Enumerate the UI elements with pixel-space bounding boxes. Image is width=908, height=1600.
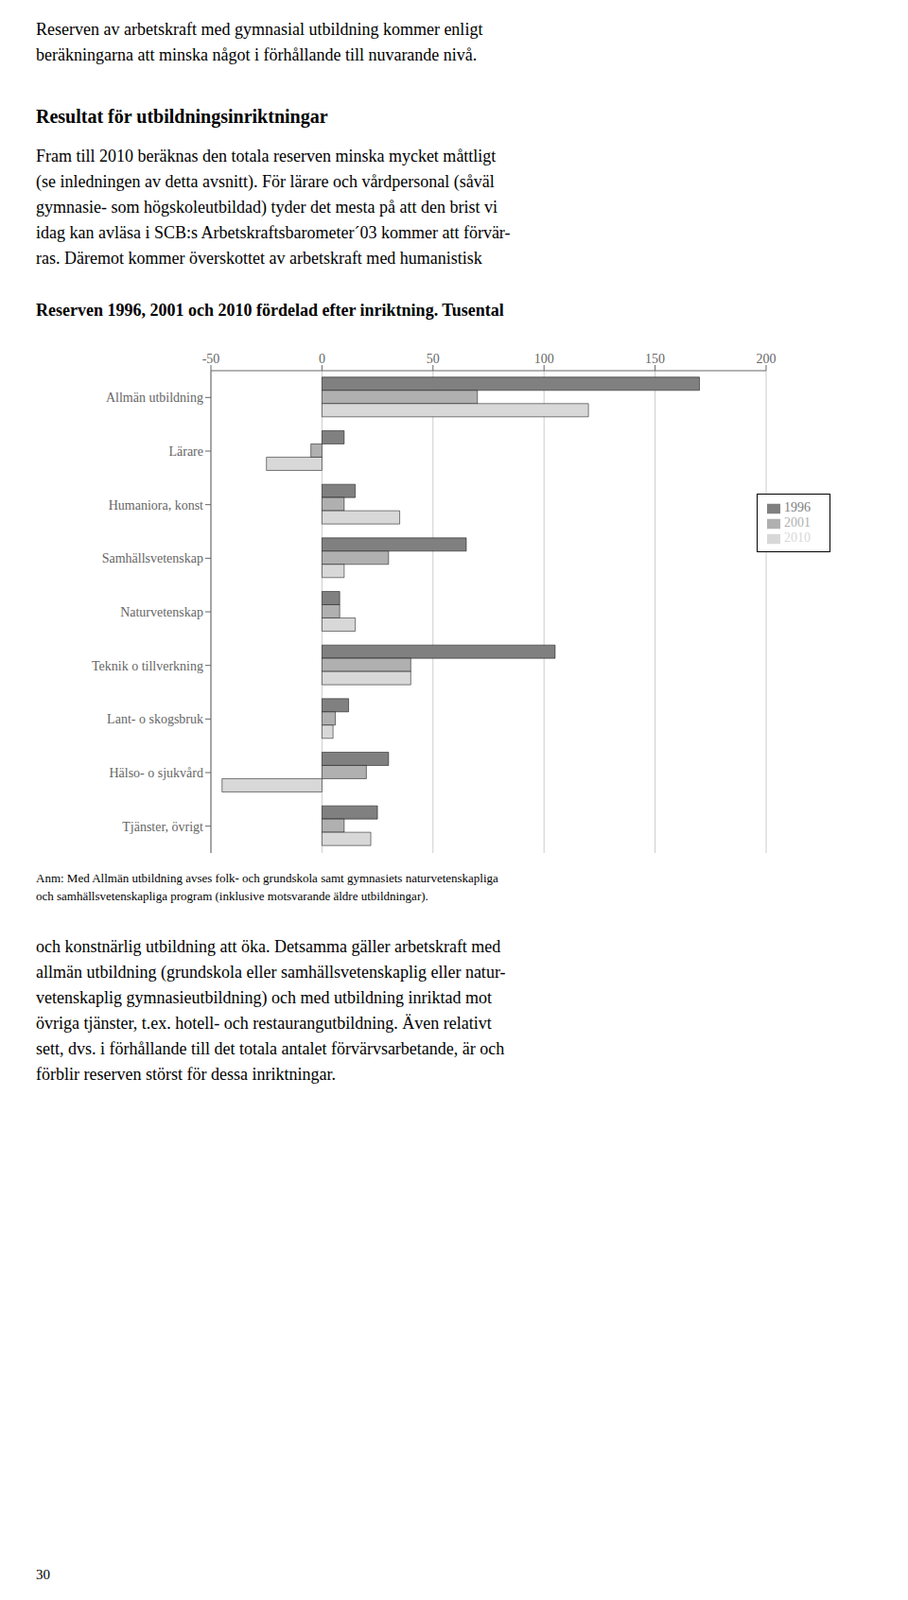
- html-text:Fram till 2010 beräknas den to: Fram till 2010 beräknas den totala reser…: [35, 146, 511, 268]
- svg-text:Hälso- o sjukvård: Hälso- o sjukvård: [108, 766, 204, 781]
- svg-text:Allmän utbildning: Allmän utbildning: [105, 390, 204, 405]
- svg-text:-50: -50: [202, 351, 221, 367]
- html-text:Resultat för utbildningsinrikt: Resultat för utbildningsinriktningar: [35, 105, 328, 127]
- svg-text:100: 100: [534, 351, 555, 367]
- svg-text:Samhällsvetenskap: Samhällsvetenskap: [102, 551, 204, 566]
- html-text:30: 30: [35, 1567, 51, 1583]
- html-text:1996: 1996: [784, 500, 811, 515]
- svg-text:Tjänster, övrigt: Tjänster, övrigt: [122, 820, 204, 835]
- svg-text:Lant- o skogsbruk: Lant- o skogsbruk: [106, 712, 204, 727]
- html-text:och konstnärlig utbildning att: och konstnärlig utbildning att öka. Dets…: [35, 937, 506, 1084]
- svg-text:50: 50: [426, 351, 440, 367]
- html-text:2001: 2001: [784, 515, 811, 530]
- svg-text:0: 0: [318, 351, 326, 367]
- svg-text:Lärare: Lärare: [168, 444, 204, 459]
- svg-text:200: 200: [756, 351, 777, 367]
- svg-text:Teknik o tillverkning: Teknik o tillverkning: [91, 659, 204, 674]
- svg-text:Humaniora, konst: Humaniora, konst: [108, 498, 204, 513]
- svg-text:Naturvetenskap: Naturvetenskap: [120, 605, 204, 620]
- html-text:Reserven 1996, 2001 och 2010 f: Reserven 1996, 2001 och 2010 fördelad ef…: [35, 300, 504, 320]
- html-text:Anm: Med Allmän utbildning avs: Anm: Med Allmän utbildning avses folk- o…: [35, 871, 499, 904]
- html-text:2010: 2010: [784, 530, 811, 545]
- html-text:Reserven av arbetskraft med gy: Reserven av arbetskraft med gymnasial ut…: [35, 19, 483, 65]
- svg-text:150: 150: [645, 351, 665, 367]
